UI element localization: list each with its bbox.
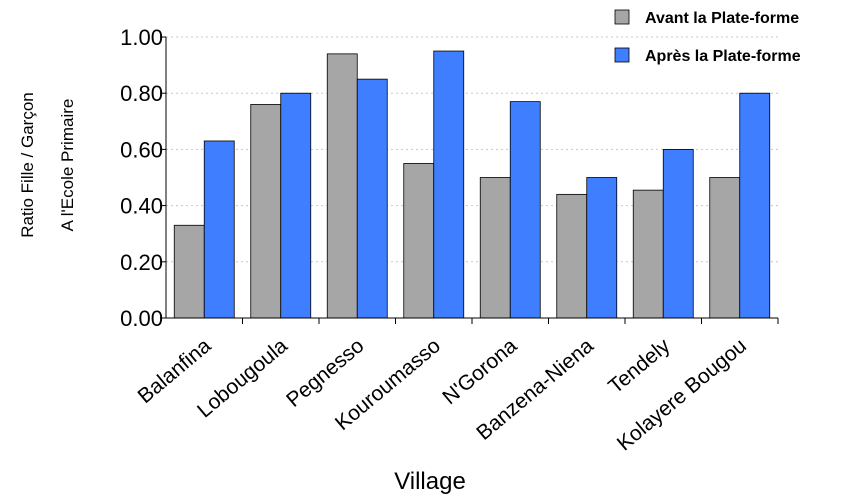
bar-apres (662, 148, 694, 319)
bar-avant (709, 177, 741, 319)
y-tick-label: 0.20 (120, 250, 163, 275)
bar-avant (173, 224, 205, 319)
y-tick-label: 0.40 (120, 194, 163, 219)
bar-apres (739, 92, 771, 319)
bar-apres (356, 78, 388, 319)
y-tick-label: 0.60 (120, 137, 163, 162)
bar-apres (586, 177, 618, 319)
bar-avant (250, 104, 282, 319)
y-axis-title-line1: Ratio Fille / Garçon (18, 92, 37, 238)
bar-avant (479, 177, 511, 319)
x-tick-labels: BalanfinaLobougoulaPegnessoKouroumassoN'… (134, 334, 751, 456)
bar-apres (433, 50, 465, 319)
legend-label-avant: Avant la Plate-forme (645, 10, 799, 27)
y-tick-label: 0.00 (120, 306, 163, 331)
axes (160, 36, 779, 324)
y-tick-label: 0.80 (120, 81, 163, 106)
y-tick-labels: 0.00 0.20 0.40 0.60 0.80 1.00 (120, 25, 163, 331)
bar-avant (632, 189, 664, 319)
x-tick-label: Kolayere Bougou (613, 334, 751, 455)
bar-apres (203, 140, 235, 319)
legend-swatch-apres (614, 47, 630, 63)
y-tick-label: 1.00 (120, 25, 163, 50)
legend: Avant la Plate-forme Après la Plate-form… (614, 9, 801, 65)
legend-swatch-avant (614, 9, 630, 25)
bar-avant (326, 53, 358, 319)
legend-label-apres: Après la Plate-forme (645, 48, 801, 65)
bar-avant (403, 163, 435, 319)
x-axis-title: Village (394, 468, 466, 495)
bars (173, 50, 771, 319)
bar-apres (509, 101, 541, 319)
bar-avant (556, 193, 588, 319)
y-axis-title-line2: A l'Ecole Primaire (58, 99, 77, 232)
bar-apres (280, 92, 312, 319)
x-tick-label: Tendely (604, 334, 675, 398)
